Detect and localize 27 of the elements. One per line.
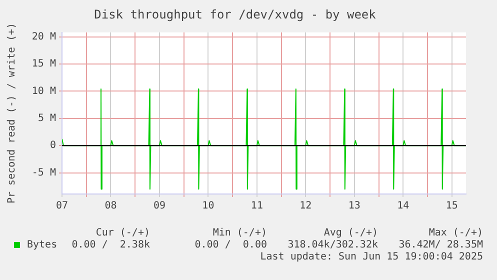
x-tick-label: 13 xyxy=(348,200,360,212)
text: Cur (-/+) xyxy=(96,228,150,239)
text: 318.04k/302.32k xyxy=(288,240,378,251)
y-tick-label: 5 M xyxy=(38,112,56,124)
text: Max (-/+) xyxy=(428,228,483,239)
y-tick-label: 0 xyxy=(50,140,56,152)
y-tick-label: -5 M xyxy=(32,167,56,178)
x-tick-label: 15 xyxy=(446,200,458,212)
x-tick-label: 08 xyxy=(104,200,117,212)
text: 0.00 / 0.00 xyxy=(194,240,267,251)
y-tick-label: 10 M xyxy=(32,86,56,97)
x-tick-label: 14 xyxy=(397,200,410,212)
text: Min (-/+) xyxy=(212,228,267,239)
y-tick-label: 20 M xyxy=(32,31,56,42)
text: 0.00 / 2.38k xyxy=(72,240,150,251)
chart-title: Disk throughput for /dev/xvdg - by week xyxy=(94,7,377,22)
text: 36.42M/ 28.35M xyxy=(398,240,483,251)
x-tick-label: 11 xyxy=(250,200,263,212)
legend-label: Bytes xyxy=(27,240,58,251)
x-tick-label: 10 xyxy=(202,200,214,212)
text: Avg (-/+) xyxy=(324,228,378,239)
y-tick-label: 15 M xyxy=(32,58,56,70)
text: Last update: Sun Jun 15 19:00:04 2025 xyxy=(260,252,483,263)
x-tick-label: 07 xyxy=(56,200,68,212)
y-axis-title: Pr second read (-) / write (+) xyxy=(6,22,18,204)
x-tick-label: 09 xyxy=(153,200,166,212)
x-tick-label: 12 xyxy=(300,200,312,212)
